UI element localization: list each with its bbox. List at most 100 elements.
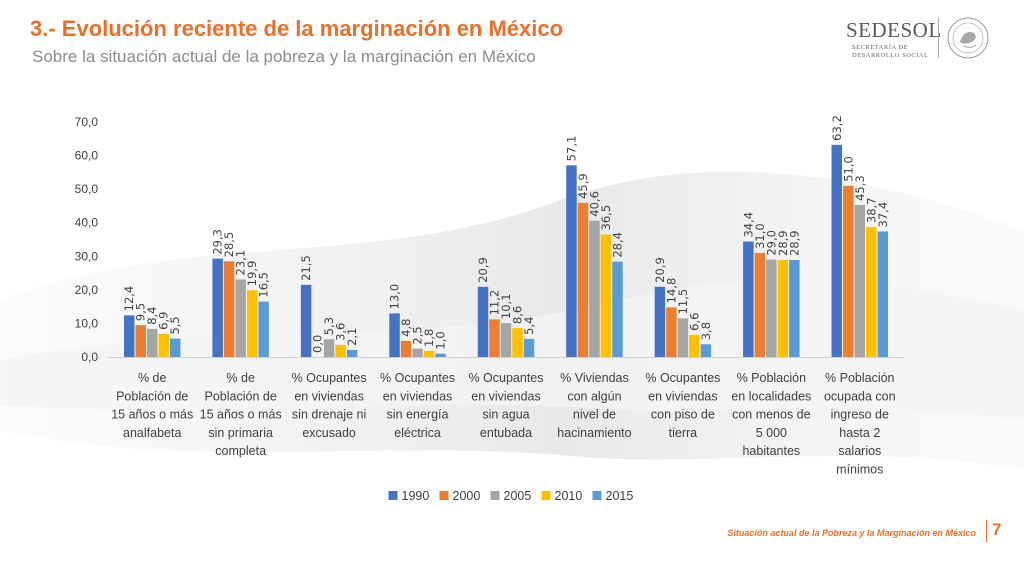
legend-swatch [541, 491, 551, 500]
legend-label: 2015 [606, 489, 634, 503]
national-seal-icon [947, 17, 989, 59]
data-label: 2,5 [411, 326, 425, 344]
bar [335, 344, 346, 357]
data-label: 45,3 [853, 175, 867, 201]
bar [300, 284, 312, 357]
data-label: 0,0 [311, 335, 325, 353]
data-label: 63,2 [830, 115, 844, 141]
data-label: 6,9 [157, 312, 171, 330]
legend-label: 2010 [555, 489, 583, 503]
data-label: 12,4 [122, 286, 136, 312]
bar [135, 325, 146, 357]
data-label: 36,5 [599, 205, 613, 231]
bar [258, 301, 269, 357]
legend-swatch [388, 491, 398, 500]
data-label: 20,9 [653, 257, 667, 283]
bar [766, 259, 777, 357]
data-label: 28,9 [776, 230, 790, 256]
logo-subtitle-line2: DESARROLLO SOCIAL [852, 52, 929, 59]
x-tick-label: % de Población de 15 años o más sin primari… [200, 371, 282, 458]
bar [500, 323, 512, 357]
slide-title: 3.- Evolución reciente de la marginación… [30, 16, 564, 41]
bar [400, 340, 412, 357]
page-number-divider [986, 520, 987, 542]
bar [169, 338, 181, 357]
y-tick-label: 20,0 [75, 283, 99, 297]
data-label: 5,3 [322, 317, 336, 335]
data-label: 9,5 [134, 303, 148, 321]
y-tick-label: 0,0 [81, 350, 98, 364]
data-label: 57,1 [564, 136, 578, 162]
bar [523, 338, 535, 357]
data-label: 28,9 [787, 230, 801, 256]
bar [477, 286, 489, 357]
legend-label: 2005 [504, 489, 532, 503]
bar [654, 286, 666, 357]
legend-swatch [439, 491, 449, 500]
data-label: 1,8 [422, 329, 436, 347]
bar [223, 261, 235, 357]
bar [666, 307, 677, 357]
data-label: 8,4 [145, 307, 159, 325]
data-label: 28,5 [222, 232, 236, 258]
bar [323, 339, 335, 357]
bar [866, 227, 877, 357]
x-tick-label: % Ocupantes en viviendas sin agua entubada [468, 371, 543, 440]
logo-divider [938, 18, 939, 58]
bar [843, 185, 854, 357]
bar [600, 234, 612, 357]
y-tick-label: 50,0 [75, 182, 99, 196]
x-tick-label: % Población en localidades con menos de 5 0… [731, 371, 811, 458]
data-label: 23,1 [234, 250, 248, 276]
y-tick-label: 40,0 [75, 216, 99, 230]
bar [854, 204, 866, 357]
data-label: 37,4 [876, 202, 890, 228]
bar [146, 328, 158, 357]
data-label: 38,7 [864, 197, 878, 223]
data-label: 11,5 [676, 289, 690, 315]
bar [412, 348, 423, 357]
footer-text: Situación actual de la Pobreza y la Marg… [727, 528, 976, 538]
data-label: 29,0 [764, 230, 778, 256]
data-label: 13,0 [388, 284, 402, 310]
y-tick-label: 60,0 [75, 149, 99, 163]
bar [435, 353, 446, 357]
data-label: 8,6 [511, 306, 525, 324]
bar [831, 144, 843, 357]
legend-swatch [490, 491, 500, 500]
data-label: 16,5 [257, 272, 271, 298]
legend-swatch [592, 491, 602, 500]
data-label: 4,8 [399, 319, 413, 337]
legend-label: 2000 [453, 489, 481, 503]
bar [743, 241, 754, 357]
bar [589, 220, 600, 357]
bar [566, 165, 577, 357]
x-tick-label: % Ocupantes en viviendas con piso de tierra [645, 371, 720, 440]
bar [212, 258, 223, 357]
bar [612, 261, 623, 357]
data-label: 11,2 [488, 290, 502, 316]
data-label: 3,8 [699, 322, 713, 340]
y-tick-label: 70,0 [75, 115, 99, 129]
x-tick-label: % Ocupantes en viviendas sin energía eléctr… [380, 371, 455, 440]
legend-label: 1990 [402, 489, 430, 503]
data-label: 5,4 [522, 317, 536, 335]
data-label: 2,1 [345, 328, 359, 346]
data-label: 31,0 [753, 223, 767, 249]
data-label: 1,0 [434, 331, 448, 349]
page-number: 7 [992, 520, 1002, 539]
data-label: 19,9 [245, 261, 259, 287]
sedesol-logo: SEDESOL SECRETARÍA DE DESARROLLO SOCIAL [846, 16, 996, 64]
data-label: 51,0 [841, 156, 855, 182]
data-label: 6,6 [687, 313, 701, 331]
data-label: 40,6 [587, 191, 601, 217]
x-tick-label: % Viviendas con algún nivel de hacinamiento [557, 371, 631, 440]
bar [689, 334, 700, 357]
bar [577, 202, 589, 357]
bar [389, 313, 400, 357]
bar [235, 279, 246, 357]
slide-subtitle: Sobre la situación actual de la pobreza … [32, 47, 536, 66]
bar [246, 290, 258, 357]
